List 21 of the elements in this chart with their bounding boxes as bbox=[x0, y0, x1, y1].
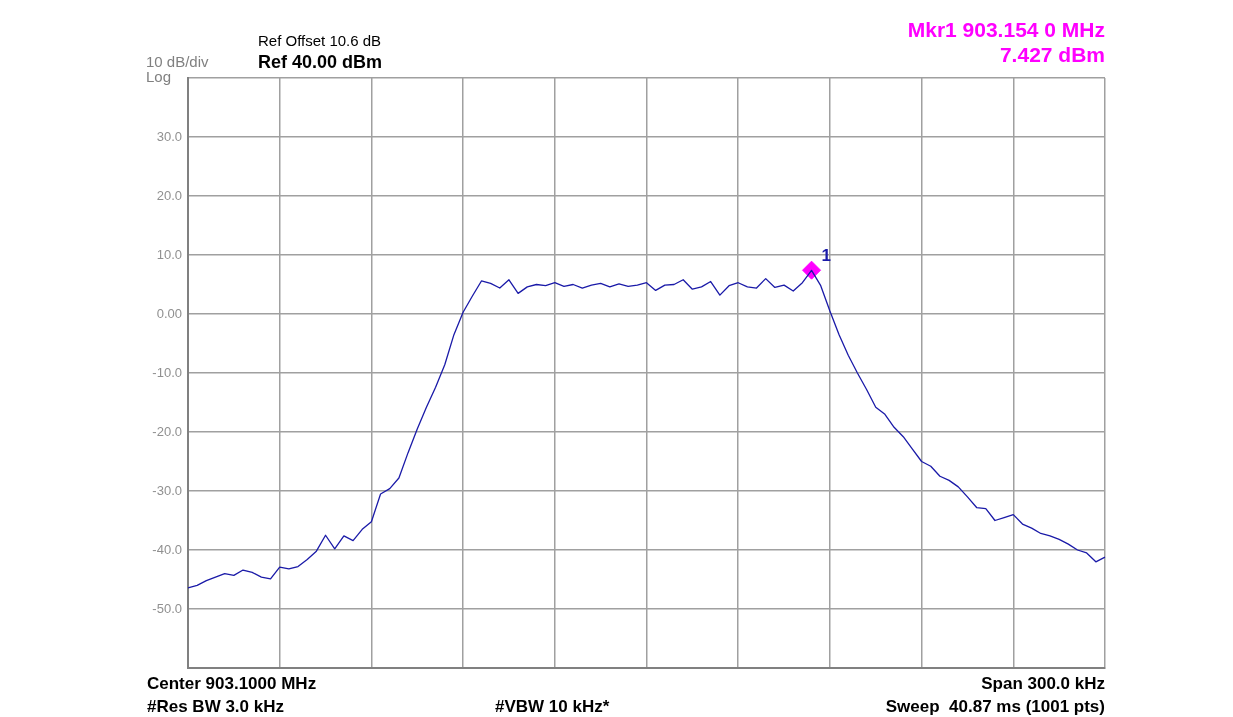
text: Log bbox=[146, 68, 172, 86]
y-tick-label: -10.0 bbox=[152, 364, 182, 380]
text: Span 300.0 kHz bbox=[981, 673, 1105, 693]
y-tick-label: -20.0 bbox=[152, 423, 182, 439]
y-tick-label: -40.0 bbox=[152, 541, 182, 557]
text: 7.427 dBm bbox=[999, 42, 1105, 66]
y-tick-label: 10.0 bbox=[156, 246, 182, 262]
y-tick-label: 30.0 bbox=[156, 128, 182, 144]
series-label: 1 bbox=[821, 245, 832, 265]
text: #VBW 10 kHz* bbox=[495, 696, 610, 716]
text: Sweep 40.87 ms (1001 pts) bbox=[885, 696, 1105, 716]
text: Mkr1 903.154 0 MHz bbox=[907, 17, 1105, 41]
y-tick-label: -30.0 bbox=[152, 482, 182, 498]
y-tick-label: 0.00 bbox=[156, 305, 182, 321]
text: 10 dB/div bbox=[146, 53, 210, 71]
y-tick-label: -50.0 bbox=[152, 600, 182, 616]
text: #Res BW 3.0 kHz bbox=[147, 696, 284, 716]
y-tick-label: 20.0 bbox=[156, 187, 182, 203]
text: Center 903.1000 MHz bbox=[147, 673, 317, 693]
text: Ref 40.00 dBm bbox=[258, 51, 383, 72]
text: Ref Offset 10.6 dB bbox=[258, 32, 382, 50]
